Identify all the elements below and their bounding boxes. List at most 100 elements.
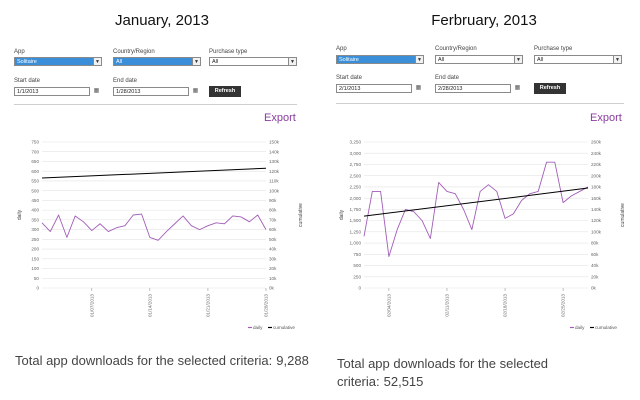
y-tick-label: 750	[353, 252, 361, 257]
y2-tick-label: 140k	[591, 207, 602, 212]
chevron-down-icon[interactable]: ▼	[288, 58, 296, 65]
y-tick-label: 1,000	[350, 241, 362, 246]
x-tick-label: 01/14/2013	[147, 294, 152, 317]
country-select[interactable]: All ▼	[113, 57, 201, 66]
end-date-label: End date	[113, 78, 138, 84]
y2-tick-label: 20k	[269, 266, 277, 271]
downloads-chart: 3,250 3,000 2,750 2,500 2,250 2,000 1,750 1,500…	[339, 140, 626, 330]
export-link[interactable]: Export	[590, 112, 622, 124]
y-tick-label: 200	[31, 247, 39, 252]
end-date-input[interactable]: 2/28/2013	[435, 84, 511, 93]
chevron-down-icon[interactable]: ▼	[613, 56, 621, 63]
y2-tick-label: 20k	[591, 274, 599, 279]
january-panel: January, 2013 App Solitaire ▼ Country/Re…	[12, 0, 312, 400]
calendar-icon[interactable]: ▦	[514, 85, 521, 91]
y-tick-label: 2,000	[350, 196, 362, 201]
y-tick-label: 100	[31, 266, 39, 271]
y-tick-label: 1,500	[350, 218, 362, 223]
y2-tick-label: 60k	[269, 227, 277, 232]
app-select[interactable]: Solitaire ▼	[14, 57, 102, 66]
purchase-type-select[interactable]: All ▼	[534, 55, 622, 64]
y-tick-label: 2,500	[350, 173, 362, 178]
y-tick-label: 0	[36, 286, 39, 291]
start-date-input[interactable]: 2/1/2013	[336, 84, 412, 93]
calendar-icon[interactable]: ▦	[415, 85, 422, 91]
purchase-type-label: Purchase type	[209, 49, 248, 55]
chevron-down-icon[interactable]: ▼	[93, 58, 101, 65]
y-axis-label: daily	[17, 209, 23, 220]
y-tick-label: 650	[31, 159, 39, 164]
x-tick-label: 01/21/2013	[205, 294, 210, 317]
cumulative-series-line	[363, 187, 589, 217]
refresh-button[interactable]: Refresh	[209, 86, 241, 97]
y2-tick-label: 100k	[269, 188, 280, 193]
chevron-down-icon[interactable]: ▼	[192, 58, 200, 65]
y-tick-label: 750	[31, 140, 39, 145]
y-tick-label: 150	[31, 256, 39, 261]
legend-label-cumulative: cumulative	[273, 325, 295, 330]
legend-label-daily: daily	[575, 325, 585, 330]
divider	[336, 103, 624, 104]
panel-title: January, 2013	[115, 12, 209, 29]
start-date-label: Start date	[14, 78, 41, 84]
y2-axis-label: cumulative	[620, 203, 626, 227]
legend-label-cumulative: cumulative	[595, 325, 617, 330]
total-downloads-count: 9,288	[276, 353, 309, 368]
y-tick-label: 1,250	[350, 229, 362, 234]
y2-tick-label: 140k	[269, 149, 280, 154]
divider	[14, 104, 297, 105]
downloads-chart: 7507006506005505004504003503002502001501…	[17, 140, 304, 330]
purchase-type-select[interactable]: All ▼	[209, 57, 297, 66]
total-downloads: Total app downloads for the selected cri…	[15, 352, 315, 370]
app-select-value: Solitaire	[339, 57, 359, 63]
purchase-type-label: Purchase type	[534, 46, 573, 52]
chevron-down-icon[interactable]: ▼	[415, 56, 423, 63]
total-downloads-label: Total app downloads for the selected cri…	[337, 356, 549, 389]
cumulative-series-line	[41, 167, 267, 179]
y2-tick-label: 50k	[269, 237, 277, 242]
y2-tick-label: 200k	[591, 173, 602, 178]
y2-tick-label: 60k	[591, 252, 599, 257]
y2-tick-label: 70k	[269, 217, 277, 222]
app-select-value: Solitaire	[17, 59, 37, 65]
total-downloads-count: 52,515	[383, 374, 424, 389]
y2-tick-label: 120k	[269, 169, 280, 174]
start-date-input[interactable]: 1/1/2013	[14, 87, 90, 96]
y2-tick-label: 130k	[269, 159, 280, 164]
country-select[interactable]: All ▼	[435, 55, 523, 64]
refresh-button[interactable]: Refresh	[534, 83, 566, 94]
calendar-icon[interactable]: ▦	[192, 88, 199, 94]
calendar-icon[interactable]: ▦	[93, 88, 100, 94]
y-tick-label: 450	[31, 198, 39, 203]
app-select[interactable]: Solitaire ▼	[336, 55, 424, 64]
y2-tick-label: 180k	[591, 185, 602, 190]
y-tick-label: 2,250	[350, 185, 362, 190]
app-label: App	[336, 46, 347, 52]
y-tick-label: 1,750	[350, 207, 362, 212]
y2-tick-label: 80k	[269, 208, 277, 213]
x-tick-label: 02/25/2013	[561, 294, 566, 317]
y2-tick-label: 0k	[591, 286, 597, 291]
y2-tick-label: 40k	[591, 263, 599, 268]
y-tick-label: 500	[31, 188, 39, 193]
y2-tick-label: 220k	[591, 162, 602, 167]
y2-tick-label: 30k	[269, 256, 277, 261]
x-tick-label: 02/11/2013	[444, 294, 449, 317]
y2-axis-label: cumulative	[298, 203, 304, 227]
x-tick-label: 02/18/2013	[503, 294, 508, 317]
y-tick-label: 50	[34, 276, 40, 281]
y2-tick-label: 80k	[591, 241, 599, 246]
total-downloads: Total app downloads for the selected cri…	[337, 355, 637, 391]
y-tick-label: 700	[31, 149, 39, 154]
app-label: App	[14, 49, 25, 55]
end-date-input[interactable]: 1/28/2013	[113, 87, 189, 96]
panel-title: Ferbruary, 2013	[431, 12, 537, 29]
country-select-value: All	[116, 59, 123, 65]
y2-tick-label: 260k	[591, 140, 602, 145]
chevron-down-icon[interactable]: ▼	[514, 56, 522, 63]
y2-tick-label: 90k	[269, 198, 277, 203]
y2-tick-label: 160k	[591, 196, 602, 201]
y-tick-label: 2,750	[350, 162, 362, 167]
export-link[interactable]: Export	[264, 112, 296, 124]
y-tick-label: 550	[31, 179, 39, 184]
